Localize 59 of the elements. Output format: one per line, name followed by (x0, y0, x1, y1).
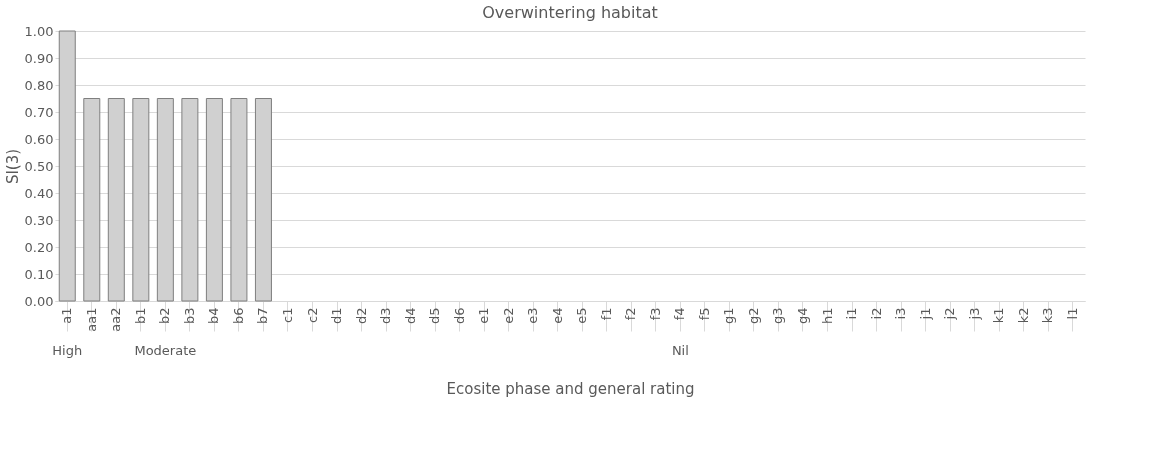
x-tick-label: b1 (132, 307, 148, 325)
x-tick-label: k1 (991, 307, 1007, 324)
annotation: Nil (671, 343, 689, 358)
y-tick-label: 0.90 (24, 50, 54, 66)
x-tick-label: j3 (966, 307, 982, 321)
chart-title: Overwintering habitat (482, 3, 658, 22)
x-tick-label: f2 (623, 307, 639, 321)
x-tick-label: l1 (1064, 307, 1080, 320)
x-tick-label: e3 (525, 307, 541, 324)
x-tick-label: k3 (1040, 307, 1056, 324)
x-tick-label: b2 (157, 307, 173, 325)
x-tick-label: d6 (451, 307, 467, 325)
annotation: Moderate (134, 343, 197, 358)
x-tick-label: i3 (893, 307, 909, 320)
x-tick-label: e1 (476, 307, 492, 324)
x-tick-label: i2 (868, 307, 884, 320)
x-tick-label: g3 (770, 307, 786, 325)
x-tick-label: k2 (1015, 307, 1031, 324)
x-tick-label: f3 (647, 307, 663, 321)
x-tick-label: e5 (574, 307, 590, 324)
y-tick-label: 0.80 (24, 77, 54, 93)
y-tick-label: 0.00 (24, 293, 54, 309)
y-tick-label: 0.60 (24, 131, 54, 147)
x-tick-label: d4 (402, 307, 418, 325)
x-tick-label: aa2 (108, 307, 124, 332)
x-tick-label: g4 (794, 307, 810, 325)
y-tick-label: 0.70 (24, 104, 54, 120)
annotation: High (52, 343, 83, 358)
x-tick-label: b6 (230, 307, 246, 325)
y-axis-title: SI(3) (3, 148, 22, 185)
x-tick-label: d3 (378, 307, 394, 325)
x-tick-label: g1 (721, 307, 737, 325)
x-tick-label: f4 (672, 307, 688, 321)
x-tick-label: d2 (353, 307, 369, 325)
x-tick-label: h1 (819, 307, 835, 325)
x-tick-label: j2 (942, 307, 958, 321)
x-tick-label: b4 (206, 307, 222, 325)
y-tick-label: 0.20 (24, 239, 54, 255)
y-tick-label: 0.40 (24, 185, 54, 201)
y-tick-label: 0.50 (24, 158, 54, 174)
x-tick-label: i1 (844, 307, 860, 320)
x-tick-label: aa1 (83, 307, 99, 332)
x-tick-label: f1 (598, 307, 614, 321)
x-tick-label: c2 (304, 307, 320, 323)
x-tick-label: e4 (549, 307, 565, 324)
x-tick-label: d5 (427, 307, 443, 325)
y-tick-label: 0.30 (24, 212, 54, 228)
x-tick-label: e2 (500, 307, 516, 324)
y-tick-label: 1.00 (24, 23, 54, 39)
x-tick-label: j1 (917, 307, 933, 321)
x-tick-label: c1 (279, 307, 295, 323)
x-tick-label: a1 (59, 307, 75, 324)
x-tick-label: d1 (329, 307, 345, 325)
x-tick-label: f5 (696, 307, 712, 321)
y-tick-label: 0.10 (24, 266, 54, 282)
x-axis-title: Ecosite phase and general rating (446, 380, 695, 398)
x-tick-label: b7 (255, 307, 271, 325)
x-tick-label: b3 (181, 307, 197, 325)
x-tick-label: g2 (745, 307, 761, 325)
